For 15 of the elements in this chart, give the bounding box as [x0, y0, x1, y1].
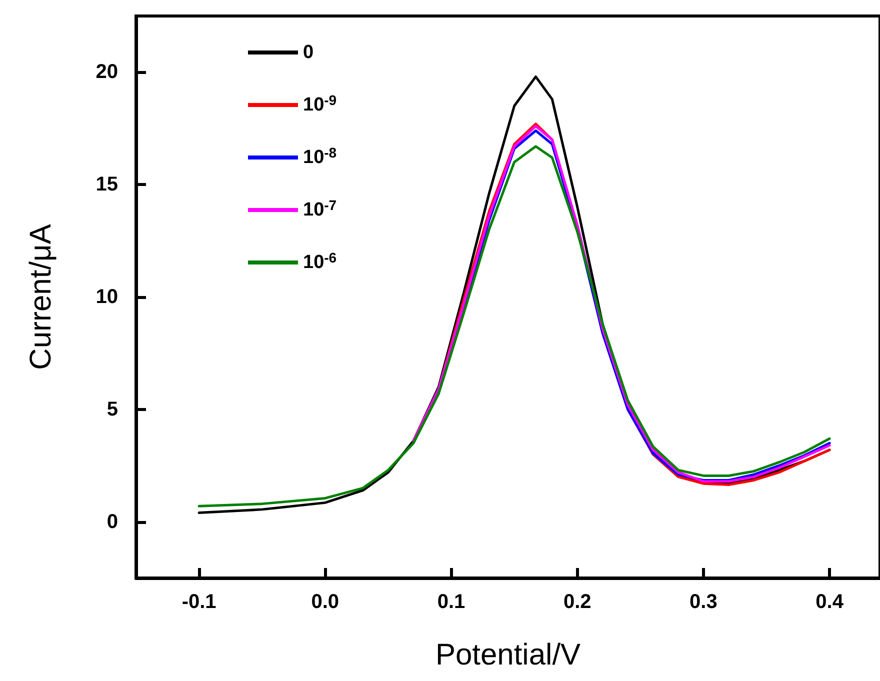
x-tick-label: 0.4	[816, 591, 844, 613]
y-tick-label: 20	[96, 61, 118, 84]
y-tick-label: 5	[106, 398, 118, 420]
y-tick-label: 15	[96, 174, 118, 196]
y-tick-label: 0	[106, 510, 118, 533]
y-tick-label: 10	[96, 286, 118, 308]
x-axis-title: Potential/V	[435, 638, 581, 672]
line-series	[198, 145, 831, 508]
x-tick-label: -0.1	[182, 591, 216, 613]
x-tick-label: 0.0	[311, 591, 340, 613]
x-tick-label: 0.2	[563, 591, 592, 613]
x-tick-label: 0.3	[690, 591, 718, 613]
x-tick-label: 0.1	[437, 591, 466, 613]
legend-label: 0	[303, 42, 314, 63]
y-axis-title: Current/μA	[24, 224, 58, 370]
